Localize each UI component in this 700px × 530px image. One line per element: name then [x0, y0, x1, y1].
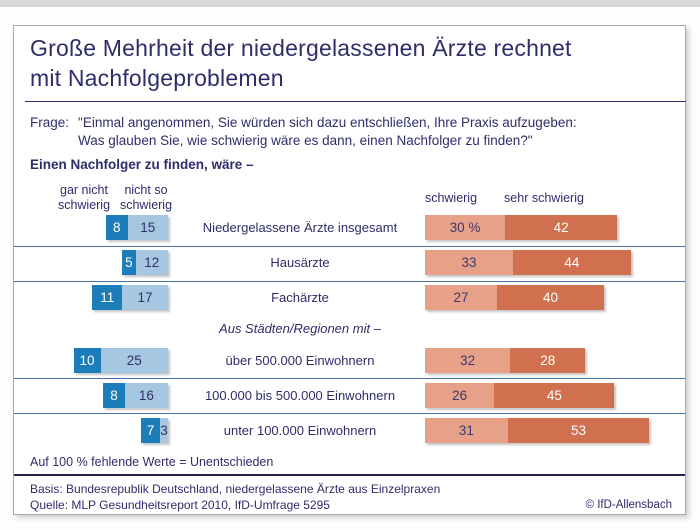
- bar-nicht-so-schwierig: 17: [122, 285, 168, 310]
- bar-value: 15: [140, 220, 156, 235]
- footnote: Auf 100 % fehlende Werte = Unentschieden: [30, 455, 274, 469]
- bar-value: 12: [144, 255, 160, 270]
- bar-schwierig: 33: [425, 250, 514, 275]
- bar-value: 27: [453, 290, 469, 305]
- top-strip: [0, 0, 700, 7]
- bar-schwierig: 32: [425, 348, 511, 373]
- page-title-line1: Große Mehrheit der niedergelassenen Ärzt…: [30, 35, 572, 61]
- bar-sehr-schwierig: 44: [513, 250, 631, 275]
- header-sehr-schwierig: sehr schwierig: [504, 191, 584, 205]
- header-gar-nicht-schwierig: gar nicht schwierig: [57, 183, 111, 212]
- bar-sehr-schwierig: 40: [497, 285, 604, 310]
- bar-gar-nicht-schwierig: 8: [103, 383, 125, 408]
- chart-subtitle: Einen Nachfolger zu finden, wäre –: [30, 157, 254, 172]
- chart-row-fachaerzte: 11 17 Fachärzte 27 40: [0, 285, 700, 310]
- bar-gar-nicht-schwierig: 5: [122, 250, 136, 275]
- row-separator: [14, 281, 685, 282]
- bar-nicht-so-schwierig: 12: [135, 250, 168, 275]
- bar-sehr-schwierig: 28: [510, 348, 586, 373]
- bar-schwierig: 27: [425, 285, 498, 310]
- bar-value: 44: [564, 255, 580, 270]
- bar-gar-nicht-schwierig: 11: [92, 285, 123, 310]
- bar-sehr-schwierig: 45: [494, 383, 615, 408]
- bar-value: 42: [553, 220, 569, 235]
- bar-value: 40: [542, 290, 558, 305]
- bar-value: 28: [540, 353, 556, 368]
- bar-value: 16: [138, 388, 154, 403]
- bar-sehr-schwierig: 53: [507, 418, 650, 443]
- right-bar-group: 32 28: [425, 348, 586, 373]
- row-label: über 500.000 Einwohnern: [225, 353, 375, 368]
- basis-text: Basis: Bundesrepublik Deutschland, niede…: [30, 482, 441, 496]
- chart-row-unter-100000: 7 3 unter 100.000 Einwohnern 31 53: [0, 418, 700, 443]
- copyright-text: © IfD-Allensbach: [585, 499, 672, 511]
- bar-value: 33: [461, 255, 477, 270]
- bar-value: 45: [546, 388, 562, 403]
- bar-nicht-so-schwierig: 16: [124, 383, 168, 408]
- row-label: unter 100.000 Einwohnern: [223, 423, 377, 438]
- bar-gar-nicht-schwierig: 10: [73, 348, 101, 373]
- page-title: Große Mehrheit der niedergelassenen Ärzt…: [30, 33, 670, 93]
- bar-value: 8: [112, 220, 121, 235]
- chart-row-insgesamt: 8 15 Niedergelassene Ärzte insgesamt 30 …: [0, 215, 700, 240]
- bar-value: 26: [452, 388, 468, 403]
- bar-value: 30 %: [449, 220, 481, 235]
- left-bar-group: 8 16: [0, 383, 168, 408]
- bar-value: 7: [146, 423, 155, 438]
- bar-gar-nicht-schwierig: 8: [105, 215, 128, 240]
- chart-row-ueber-500000: 10 25 über 500.000 Einwohnern 32 28: [0, 348, 700, 373]
- right-bar-group: 26 45: [425, 383, 615, 408]
- left-bar-group: 5 12: [0, 250, 168, 275]
- right-bar-group: 33 44: [425, 250, 631, 275]
- left-bar-group: 11 17: [0, 285, 168, 310]
- bar-value: 17: [137, 290, 153, 305]
- bar-sehr-schwierig: 42: [505, 215, 618, 240]
- bar-schwierig: 30 %: [425, 215, 506, 240]
- left-bar-group: 10 25: [0, 348, 168, 373]
- bar-value: 11: [100, 290, 115, 305]
- question-line1: "Einmal angenommen, Sie würden sich dazu…: [78, 115, 577, 130]
- page-title-line2: mit Nachfolgeproblemen: [30, 65, 284, 91]
- question-line2: Was glauben Sie, wie schwierig wäre es d…: [78, 133, 533, 148]
- bar-value: 53: [571, 423, 587, 438]
- question-text: "Einmal angenommen, Sie würden sich dazu…: [78, 114, 577, 150]
- row-separator: [14, 378, 685, 379]
- header-schwierig: schwierig: [424, 191, 478, 205]
- bar-value: 3: [160, 423, 168, 438]
- row-label: 100.000 bis 500.000 Einwohnern: [204, 388, 396, 403]
- bar-value: 32: [460, 353, 476, 368]
- row-separator: [14, 413, 685, 414]
- bar-schwierig: 31: [425, 418, 508, 443]
- chart-row-hausaerzte: 5 12 Hausärzte 33 44: [0, 250, 700, 275]
- question-label: Frage:: [30, 115, 70, 130]
- right-bar-group: 27 40: [425, 285, 604, 310]
- row-label: Niedergelassene Ärzte insgesamt: [202, 220, 398, 235]
- bar-nicht-so-schwierig: 15: [127, 215, 168, 240]
- footer-divider: [14, 474, 685, 476]
- bar-nicht-so-schwierig: 25: [100, 348, 168, 373]
- chart-row-100000-bis-500000: 8 16 100.000 bis 500.000 Einwohnern 26 4…: [0, 383, 700, 408]
- header-nicht-so-schwierig: nicht so schwierig: [119, 183, 173, 212]
- bar-value: 5: [125, 255, 133, 270]
- row-separator: [14, 246, 685, 247]
- row-label: Fachärzte: [271, 290, 329, 305]
- bar-gar-nicht-schwierig: 7: [141, 418, 160, 443]
- quelle-text: Quelle: MLP Gesundheitsreport 2010, IfD-…: [30, 498, 330, 512]
- title-divider: [25, 101, 686, 102]
- group-label: Aus Städten/Regionen mit –: [219, 321, 381, 336]
- left-bar-group: 8 15: [0, 215, 168, 240]
- bar-value: 31: [458, 423, 474, 438]
- question-block: Frage: "Einmal angenommen, Sie würden si…: [30, 114, 577, 150]
- bar-value: 10: [79, 353, 95, 368]
- bar-nicht-so-schwierig: 3: [159, 418, 168, 443]
- bar-value: 25: [126, 353, 142, 368]
- row-label: Hausärzte: [270, 255, 330, 270]
- right-bar-group: 31 53: [425, 418, 650, 443]
- right-bar-group: 30 % 42: [425, 215, 618, 240]
- bar-value: 8: [110, 388, 118, 403]
- left-bar-group: 7 3: [0, 418, 168, 443]
- bar-schwierig: 26: [425, 383, 495, 408]
